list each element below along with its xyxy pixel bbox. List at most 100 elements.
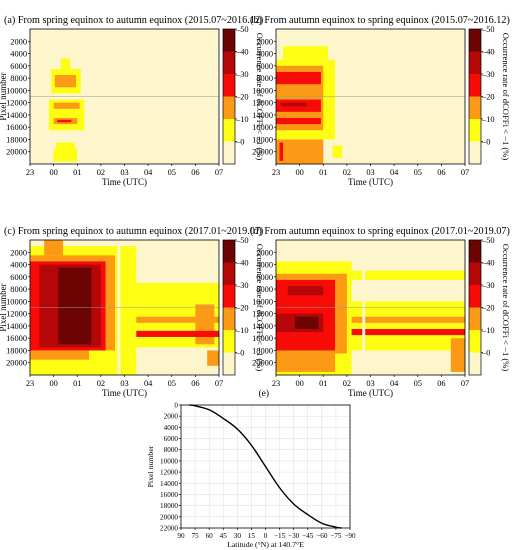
colorbar-segment	[223, 119, 235, 142]
colorbar-tick-label: –40	[481, 259, 495, 268]
y-tick-label: 2000	[10, 37, 27, 46]
y-axis-label: Pixel number	[0, 72, 8, 120]
colorbar-label: Occurrence rate of dCOFFi < −1 (%)	[255, 33, 265, 161]
y-tick-label: 20000	[160, 513, 178, 521]
x-tick-label: −45	[302, 532, 314, 540]
x-tick-label: 01	[319, 379, 327, 388]
colorbar-tick-label: –50	[481, 25, 495, 34]
x-tick-label: 06	[191, 379, 199, 388]
latitude-pixel-curve	[189, 404, 342, 529]
x-tick-label: −30	[288, 532, 300, 540]
x-tick-label: 75	[191, 532, 199, 540]
x-axis-label: Time (UTC)	[348, 388, 393, 398]
colorbar-tick-label: –0	[481, 349, 490, 358]
x-tick-label: 30	[234, 532, 242, 540]
x-tick-label: 23	[26, 379, 34, 388]
y-tick-label: 10000	[6, 297, 27, 306]
colorbar-segment	[469, 29, 481, 52]
panel-title: (e)	[259, 388, 270, 399]
x-tick-label: 02	[97, 168, 105, 177]
x-tick-label: 15	[248, 532, 256, 540]
colorbar-segment	[469, 96, 481, 119]
colorbar-segment	[223, 307, 235, 330]
colorbar-segment	[469, 262, 481, 285]
colorbar-tick-label: –30	[235, 281, 249, 290]
x-tick-label: 03	[366, 168, 374, 177]
y-tick-label: 10000	[252, 86, 273, 95]
heatmap-cell	[283, 46, 328, 60]
colorbar-segment	[469, 240, 481, 263]
y-tick-label: 4000	[256, 50, 273, 59]
x-tick-label: 00	[295, 168, 303, 177]
panel-title: (a) From spring equinox to autumn equino…	[4, 15, 263, 26]
heatmap-cell	[195, 304, 215, 345]
colorbar-segment	[223, 96, 235, 119]
colorbar-segment	[223, 51, 235, 74]
y-tick-label: 12000	[6, 310, 27, 319]
x-tick-label: 04	[144, 379, 153, 388]
x-axis-label: Time (UTC)	[348, 177, 393, 187]
colorbar-label: Occurrence rate of dCOFFi < −1 (%)	[501, 244, 511, 372]
x-tick-label: 01	[319, 168, 327, 177]
heatmap-cell	[276, 117, 321, 125]
x-tick-label: −90	[344, 532, 356, 540]
x-tick-label: 02	[97, 379, 105, 388]
x-axis-label: Time (UTC)	[102, 388, 147, 398]
x-tick-label: 00	[49, 168, 57, 177]
x-tick-label: 05	[168, 168, 176, 177]
y-tick-label: 2000	[10, 248, 27, 257]
colorbar-tick-label: –10	[481, 326, 495, 335]
colorbar-segment	[469, 141, 481, 164]
x-tick-label: 06	[437, 379, 445, 388]
y-tick-label: 14000	[252, 111, 273, 120]
x-axis-label: Latitude (°N) at 140.7°E	[227, 540, 304, 549]
panel-b: (b) From autumn equinox to spring equino…	[250, 15, 511, 187]
y-tick-label: 6000	[256, 273, 273, 282]
heatmap-cell	[53, 148, 78, 162]
y-tick-label: 18000	[252, 346, 273, 355]
colorbar-label: Occurrence rate of dCOFFi < −1 (%)	[501, 33, 511, 161]
heatmap-cell	[351, 316, 465, 323]
x-tick-label: 03	[120, 379, 128, 388]
x-tick-label: 04	[144, 168, 153, 177]
colorbar-label: Occurrence rate of dCOFFi < −1 (%)	[255, 244, 265, 372]
panel-title: (b) From autumn equinox to spring equino…	[250, 15, 510, 26]
colorbar-tick-label: –50	[235, 25, 249, 34]
x-tick-label: 05	[168, 379, 176, 388]
heatmap-cell	[60, 58, 71, 69]
x-tick-label: 23	[26, 168, 34, 177]
y-tick-label: 16000	[252, 334, 273, 343]
y-axis-label: Pixel number	[0, 283, 8, 331]
x-tick-label: 90	[177, 532, 185, 540]
colorbar-segment	[223, 240, 235, 263]
x-tick-label: 07	[215, 168, 223, 177]
y-tick-label: 2000	[164, 413, 179, 421]
heatmap-cell	[450, 338, 465, 372]
heatmap-cell	[332, 145, 343, 158]
colorbar-tick-label: –30	[481, 281, 495, 290]
y-tick-label: 2000	[256, 248, 273, 257]
heatmap-cell	[294, 316, 319, 329]
x-tick-label: 02	[343, 379, 351, 388]
colorbar-tick-label: –10	[481, 115, 495, 124]
x-tick-label: 06	[191, 168, 199, 177]
x-axis-label: Time (UTC)	[102, 177, 147, 187]
colorbar-segment	[469, 51, 481, 74]
x-tick-label: 23	[272, 168, 280, 177]
colorbar-segment	[223, 74, 235, 97]
x-tick-label: 05	[414, 168, 422, 177]
x-tick-label: 01	[73, 168, 81, 177]
colorbar-tick-label: –20	[235, 304, 249, 313]
y-tick-label: 20000	[252, 148, 273, 157]
y-tick-label: 18000	[160, 502, 178, 510]
colorbar-segment	[469, 74, 481, 97]
y-tick-label: 18000	[6, 346, 27, 355]
y-tick-label: 8000	[256, 74, 273, 83]
colorbar-tick-label: –20	[481, 93, 495, 102]
colorbar-tick-label: –40	[235, 48, 249, 57]
colorbar-segment	[223, 330, 235, 353]
y-axis-label: Pixel number	[146, 445, 155, 487]
colorbar-tick-label: –30	[235, 70, 249, 79]
y-tick-label: 4000	[256, 261, 273, 270]
x-tick-label: −75	[330, 532, 342, 540]
